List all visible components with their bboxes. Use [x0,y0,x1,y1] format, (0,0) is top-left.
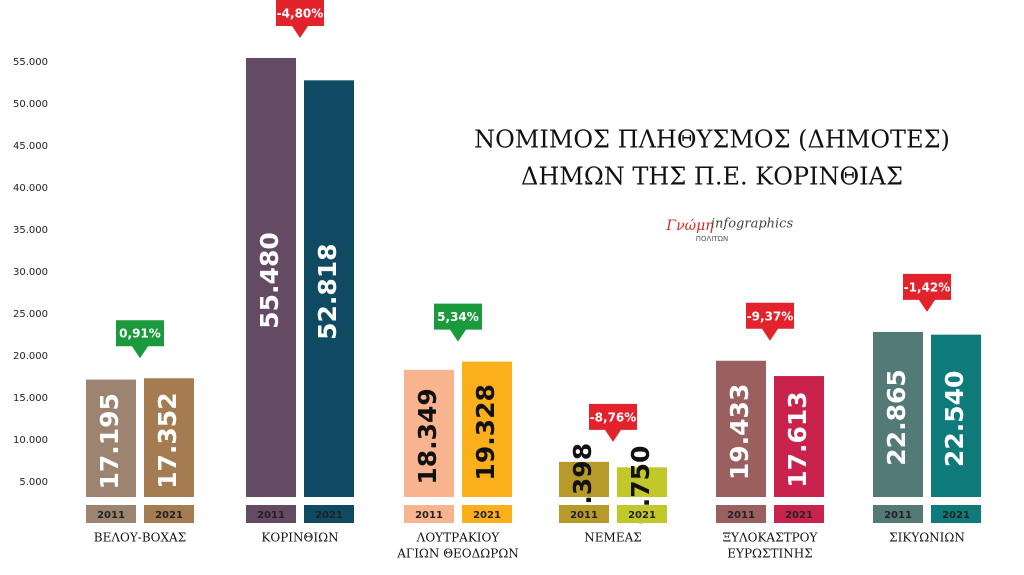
change-label: -1,42% [904,280,951,294]
bar [246,57,296,498]
chart-title: ΔΗΜΩΝ ΤΗΣ Π.Ε. ΚΟΡΙΝΘΙΑΣ [521,163,903,191]
x-tick-label: ΞΥΛΟΚΑΣΤΡΟΥ [723,531,819,545]
y-tick-label: 45.000 [13,141,48,152]
bar [86,379,136,497]
year-tag-label: 2011 [257,510,285,521]
y-tick-label: 25.000 [13,309,48,320]
bar-value-label: 55.480 [255,232,284,328]
year-tag [404,505,454,523]
bar-value-label: 17.352 [153,392,182,488]
bar [873,331,923,497]
year-tag [246,505,296,523]
y-tick-label: 10.000 [13,435,48,446]
year-tag-label: 2021 [942,510,970,521]
x-tick-label: ΣΙΚΥΩΝΙΩΝ [889,531,965,545]
bar [462,361,512,497]
year-tag [86,505,136,523]
change-callout [276,0,324,38]
logo-text: ΠΟΛΙΤΩΝ [696,235,729,243]
y-tick-label: 30.000 [13,267,48,278]
y-tick-label: 5.000 [19,477,48,488]
change-callout [589,403,637,442]
bar-value-label: 17.613 [783,391,812,487]
year-tag-label: 2021 [315,510,343,521]
year-tag-label: 2011 [727,510,755,521]
year-tag-label: 2011 [884,510,912,521]
change-callout [746,302,794,341]
change-label: 0,91% [119,327,161,341]
change-label: -4,80% [277,6,324,20]
bar-value-label: 52.818 [313,243,342,339]
year-tag-label: 2011 [570,510,598,521]
y-tick-label: 40.000 [13,183,48,194]
year-tag [716,505,766,523]
y-tick-label: 50.000 [13,99,48,110]
year-tag [617,505,667,523]
bar-value-label: 22.540 [940,371,969,467]
year-tag-label: 2021 [155,510,183,521]
year-tag [462,505,512,523]
logo-text: infographics [711,217,794,232]
bar [404,369,454,497]
logo-text: Γνώμη [665,218,714,234]
year-tag-label: 2011 [415,510,443,521]
bar [559,461,609,497]
year-tag [559,505,609,523]
y-tick-label: 55.000 [13,57,48,68]
x-tick-label: ΕΥΡΩΣΤΙΝΗΣ [727,547,812,561]
year-tag-label: 2021 [473,510,501,521]
year-tag [873,505,923,523]
year-tag [931,505,981,523]
year-tag [144,505,194,523]
bar [931,334,981,497]
bar-value-label: 22.865 [882,369,911,465]
x-tick-label: ΚΟΡΙΝΘΙΩΝ [261,531,338,545]
x-tick-label: ΝΕΜΕΑΣ [584,531,641,545]
x-tick-label: ΒΕΛΟΥ-ΒΟΧΑΣ [94,531,186,545]
bar [774,376,824,497]
bar [144,378,194,497]
change-callout [434,303,482,342]
year-tag [774,505,824,523]
bar-value-label: 19.433 [725,384,754,480]
year-tag-label: 2021 [628,510,656,521]
change-callout [116,320,164,359]
year-tag [304,505,354,523]
bar [304,80,354,497]
change-label: -8,76% [590,410,637,424]
change-callout [903,273,951,312]
bar [716,360,766,497]
change-label: 5,34% [437,310,479,324]
year-tag-label: 2011 [97,510,125,521]
y-tick-label: 20.000 [13,351,48,362]
x-tick-label: ΑΓΙΩΝ ΘΕΟΔΩΡΩΝ [396,547,519,561]
bar-value-label: 19.328 [471,384,500,480]
y-tick-label: 35.000 [13,225,48,236]
y-tick-label: 15.000 [13,393,48,404]
year-tag-label: 2021 [785,510,813,521]
chart-title: ΝΟΜΙΜΟΣ ΠΛΗΘΥΣΜΟΣ (ΔΗΜΟΤΕΣ) [474,126,950,154]
bar-value-label: 17.195 [95,393,124,489]
bar [617,467,667,497]
bar-value-label: 18.349 [413,388,442,484]
x-tick-label: ΛΟΥΤΡΑΚΙΟΥ [416,531,501,545]
change-label: -9,37% [747,309,794,323]
